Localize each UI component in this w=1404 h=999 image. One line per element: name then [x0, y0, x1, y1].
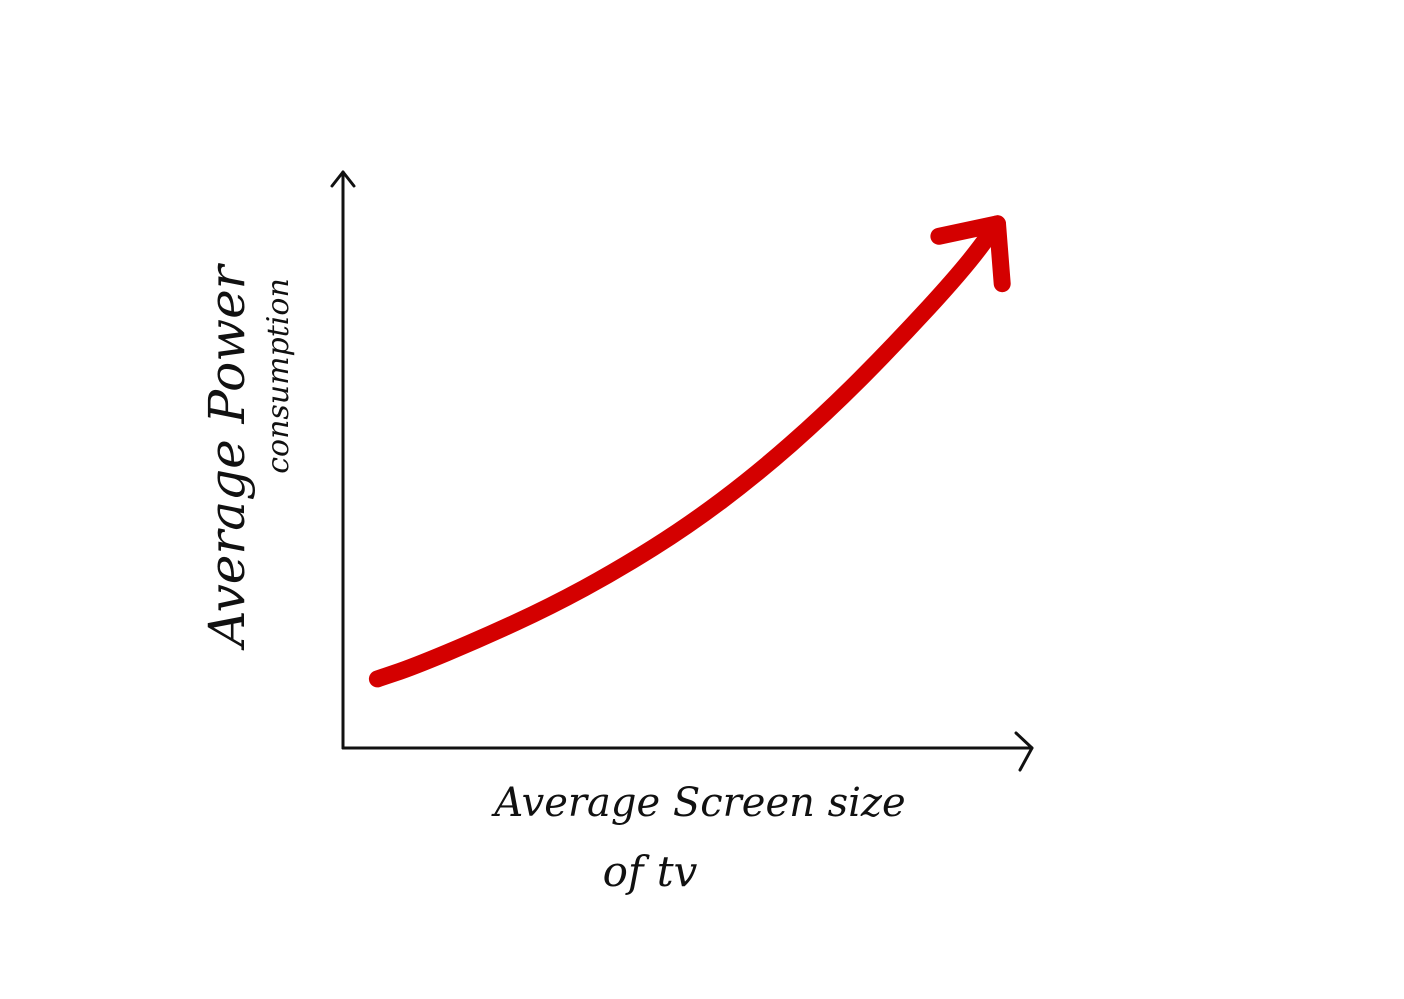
y-axis-label-line2: consumption [261, 278, 296, 474]
x-axis-arrow [1014, 731, 1034, 772]
x-axis-label-line2: of tv [603, 847, 698, 896]
y-axis-label-group: Average Power consumption [198, 262, 296, 650]
y-axis-arrow [330, 170, 356, 188]
series-line-0 [368, 215, 1006, 688]
series-arrowhead-0 [930, 215, 1011, 293]
y-axis-label-line1: Average Power [198, 262, 256, 650]
x-axis-label-line1: Average Screen size [490, 780, 905, 826]
series-layer [368, 215, 1011, 688]
